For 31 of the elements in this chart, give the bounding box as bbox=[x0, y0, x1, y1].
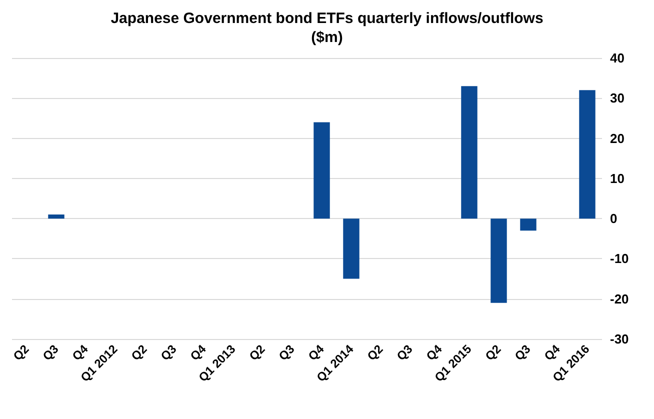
bar bbox=[490, 218, 507, 303]
bar bbox=[314, 122, 330, 219]
y-tick-label: 0 bbox=[610, 211, 618, 226]
y-tick-label: 10 bbox=[610, 170, 624, 186]
bar bbox=[461, 86, 478, 219]
x-tick-label: Q2 bbox=[246, 342, 268, 364]
bar bbox=[48, 214, 64, 219]
x-tick-label: Q3 bbox=[40, 342, 62, 364]
x-tick-label: Q4 bbox=[187, 342, 209, 364]
x-tick-label: Q2 bbox=[482, 342, 504, 364]
x-tick-label: Q3 bbox=[158, 342, 180, 364]
x-tick-label: Q4 bbox=[69, 342, 91, 364]
x-tick-label: Q3 bbox=[512, 342, 534, 364]
y-tick-label: 40 bbox=[610, 50, 624, 66]
y-tick-label: 30 bbox=[610, 90, 624, 106]
chart-title: Japanese Government bond ETFs quarterly inflows/outflows ($m) bbox=[110, 10, 544, 46]
y-tick-label: -30 bbox=[610, 332, 629, 346]
x-tick-label: Q4 bbox=[423, 342, 445, 364]
y-tick-label: -10 bbox=[610, 251, 629, 266]
x-tick-label: Q4 bbox=[305, 342, 327, 364]
y-tick-label: -20 bbox=[610, 291, 629, 306]
y-tick-label: 20 bbox=[610, 130, 624, 146]
bar bbox=[343, 218, 360, 279]
x-tick-label: Q3 bbox=[276, 342, 298, 364]
x-tick-label: Q2 bbox=[364, 342, 386, 364]
x-tick-label: Q4 bbox=[541, 342, 563, 364]
x-tick-label: Q2 bbox=[128, 342, 150, 364]
bar bbox=[579, 90, 596, 219]
x-tick-label: Q2 bbox=[10, 342, 32, 364]
bar bbox=[520, 218, 536, 231]
x-tick-label: Q3 bbox=[394, 342, 416, 364]
